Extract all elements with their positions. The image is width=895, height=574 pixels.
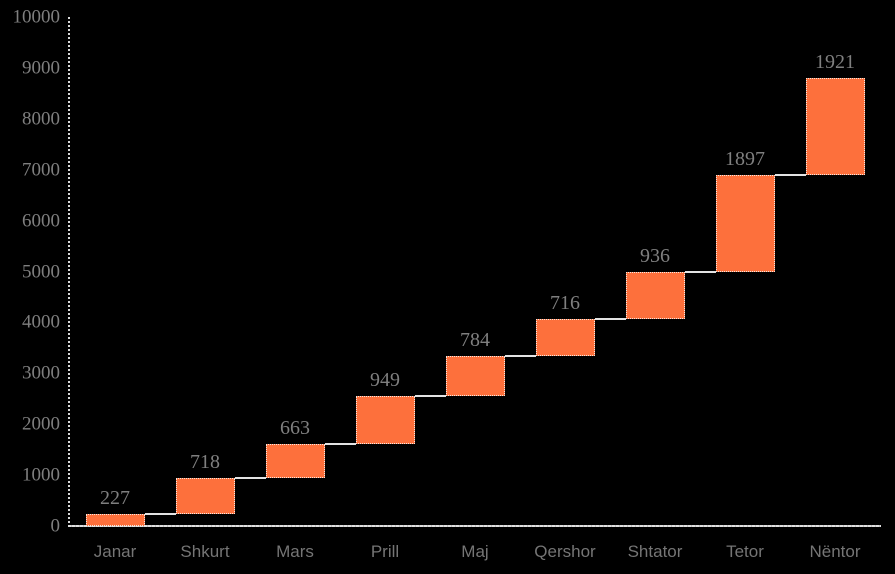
data-label-qershor: 716 [550,292,580,315]
data-label-prill: 949 [370,368,400,391]
category-label-prill: Prill [370,542,400,561]
bar-shkurt [175,477,235,515]
y-tick-label-5000: 5000 [22,261,60,282]
y-tick-label-4000: 4000 [22,311,60,333]
data-label-maj: 784 [460,328,490,351]
category-label-maj: Maj [461,542,489,561]
category-label-shkurt: Shkurt [180,542,230,561]
y-axis-line [68,17,70,526]
y-tick-label-8000: 8000 [22,108,60,130]
category-label-qershor: Qershor [534,542,596,561]
x-axis-line [68,525,881,527]
y-tick-label-2000: 2000 [22,413,60,435]
y-tick-label-9000: 9000 [22,57,60,79]
y-tick-label-1000: 1000 [22,464,60,486]
connector-nentor [774,174,806,177]
bar-shtator [625,271,685,320]
bar-janar [85,514,145,526]
connector-qershor [504,354,536,357]
category-label-janar: Janar [93,542,137,561]
bar-maj [445,355,505,396]
data-label-mars: 663 [280,417,310,440]
y-tick-label-6000: 6000 [22,210,60,232]
category-label-mars: Mars [276,542,314,561]
connector-maj [414,394,446,397]
data-label-tetor: 1897 [725,148,765,171]
bar-tetor [715,175,775,272]
connector-tetor [684,270,716,273]
data-label-nentor: 1921 [815,50,855,73]
bar-qershor [535,319,595,356]
bar-prill [355,395,415,445]
connector-mars [234,476,266,479]
y-tick-label-10000: 10000 [12,6,61,28]
connector-prill [324,443,356,446]
data-label-shkurt: 718 [190,450,220,473]
category-label-shtator: Shtator [627,542,683,561]
data-label-shtator: 936 [640,244,670,267]
y-tick-label-7000: 7000 [22,159,60,181]
connector-shkurt [144,513,176,516]
bar-nentor [805,77,865,176]
data-label-janar: 227 [100,487,130,510]
category-label-nentor: Nëntor [809,542,861,561]
category-label-tetor: Tetor [726,542,764,561]
y-tick-label-0: 0 [50,515,61,537]
connector-shtator [594,318,626,321]
bar-mars [265,444,325,478]
y-tick-label-3000: 3000 [22,362,60,384]
